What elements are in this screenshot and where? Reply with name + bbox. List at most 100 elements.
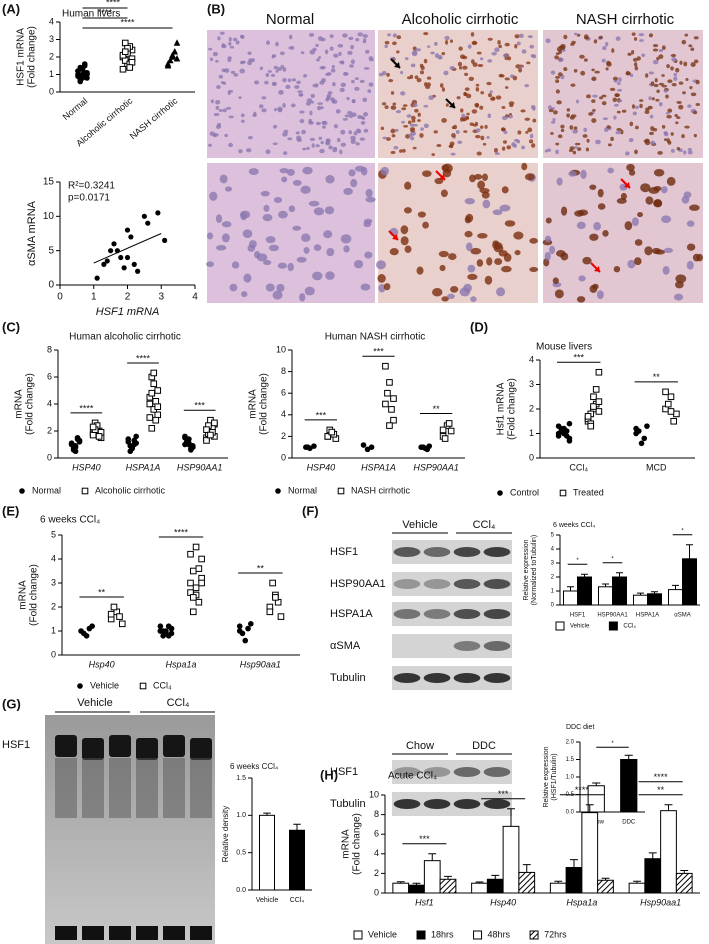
data-point xyxy=(236,623,243,629)
nucleus xyxy=(224,133,229,138)
nucleus xyxy=(438,250,449,258)
blots: Vehicle CCl₄ HSF1 HSP90AA1 HSPA1A αSMA Tubulin… xyxy=(2,519,512,944)
nucleus xyxy=(475,128,481,133)
annotation: p=0.0171 xyxy=(68,193,110,204)
nucleus xyxy=(582,134,588,138)
nucleus xyxy=(381,70,387,76)
nucleus xyxy=(635,105,639,110)
y-tick-label: 2 xyxy=(529,403,534,413)
nucleus xyxy=(426,45,431,48)
nucleus xyxy=(693,110,698,115)
nucleus xyxy=(355,37,360,42)
nucleus xyxy=(265,149,271,155)
nucleus xyxy=(363,67,370,70)
nucleus xyxy=(514,249,521,256)
nucleus xyxy=(396,50,400,54)
data-point xyxy=(239,630,246,637)
nucleus xyxy=(652,128,658,132)
nucleus xyxy=(465,242,473,252)
bar xyxy=(439,878,457,894)
nucleus xyxy=(525,130,529,134)
nucleus xyxy=(593,221,601,231)
legend-marker xyxy=(559,489,567,497)
data-point xyxy=(131,437,138,444)
legend-label: Treated xyxy=(573,487,604,497)
nucleus xyxy=(648,33,654,38)
data-point xyxy=(277,613,285,620)
nucleus xyxy=(213,133,219,137)
nucleus xyxy=(613,265,621,273)
nucleus xyxy=(466,112,470,116)
nucleus xyxy=(695,103,701,106)
nucleus xyxy=(278,90,284,95)
nucleus xyxy=(557,72,563,77)
error-bar xyxy=(293,823,301,831)
data-point xyxy=(447,427,455,435)
blot-band xyxy=(423,579,451,589)
nucleus xyxy=(569,146,575,150)
blot-row-label: Tubulin xyxy=(330,798,366,810)
nucleus xyxy=(333,53,339,58)
data-point xyxy=(118,620,126,628)
nucleus xyxy=(401,148,406,153)
nucleus xyxy=(666,114,672,119)
nucleus xyxy=(610,136,614,142)
nucleus xyxy=(462,65,468,70)
nucleus xyxy=(681,134,685,139)
x-tick-label: CCl₄ xyxy=(290,897,305,904)
bar xyxy=(647,593,662,606)
x-tick-label: 4 xyxy=(192,292,198,303)
nucleus xyxy=(319,148,325,154)
nucleus xyxy=(400,91,406,96)
nucleus xyxy=(301,129,306,135)
nucleus xyxy=(689,204,700,211)
nucleus xyxy=(410,136,415,141)
nucleus xyxy=(494,152,500,155)
significance-label: *** xyxy=(373,347,384,357)
nucleus xyxy=(395,109,402,114)
nucleus xyxy=(258,104,264,109)
nucleus xyxy=(519,65,523,69)
significance-label: ** xyxy=(657,785,665,795)
nucleus xyxy=(263,204,270,212)
nucleus xyxy=(572,150,577,155)
nucleus xyxy=(312,83,318,88)
nucleus xyxy=(340,234,352,244)
data-point xyxy=(561,430,567,437)
nucleus xyxy=(288,205,296,213)
nucleus xyxy=(650,140,656,145)
error-bar xyxy=(592,782,601,786)
nucleus xyxy=(412,50,418,55)
nucleus xyxy=(282,67,287,72)
data-point xyxy=(584,413,592,420)
nucleus xyxy=(338,60,345,64)
data-point xyxy=(125,436,132,442)
data-point xyxy=(590,403,597,410)
nucleus xyxy=(663,247,674,253)
nucleus xyxy=(504,86,509,89)
data-point xyxy=(667,393,675,401)
bar xyxy=(633,594,648,606)
nucleus xyxy=(412,46,417,51)
nucleus xyxy=(296,80,301,85)
nucleus xyxy=(226,106,232,110)
nucleus xyxy=(688,44,693,48)
nucleus xyxy=(634,257,642,266)
nucleus xyxy=(308,200,320,207)
data-point xyxy=(173,54,181,62)
data-point xyxy=(390,416,397,424)
nucleus xyxy=(280,64,285,69)
nucleus xyxy=(346,96,350,101)
nucleus xyxy=(350,178,358,188)
nucleus xyxy=(318,136,323,140)
nucleus xyxy=(558,57,564,62)
nucleus xyxy=(512,75,518,81)
gel-smear xyxy=(163,758,185,818)
nucleus xyxy=(238,149,243,154)
nucleus xyxy=(459,116,464,122)
nucleus xyxy=(656,89,660,93)
nucleus xyxy=(459,287,471,297)
nucleus xyxy=(457,61,463,67)
nucleus xyxy=(317,56,322,59)
nucleus xyxy=(428,95,434,101)
